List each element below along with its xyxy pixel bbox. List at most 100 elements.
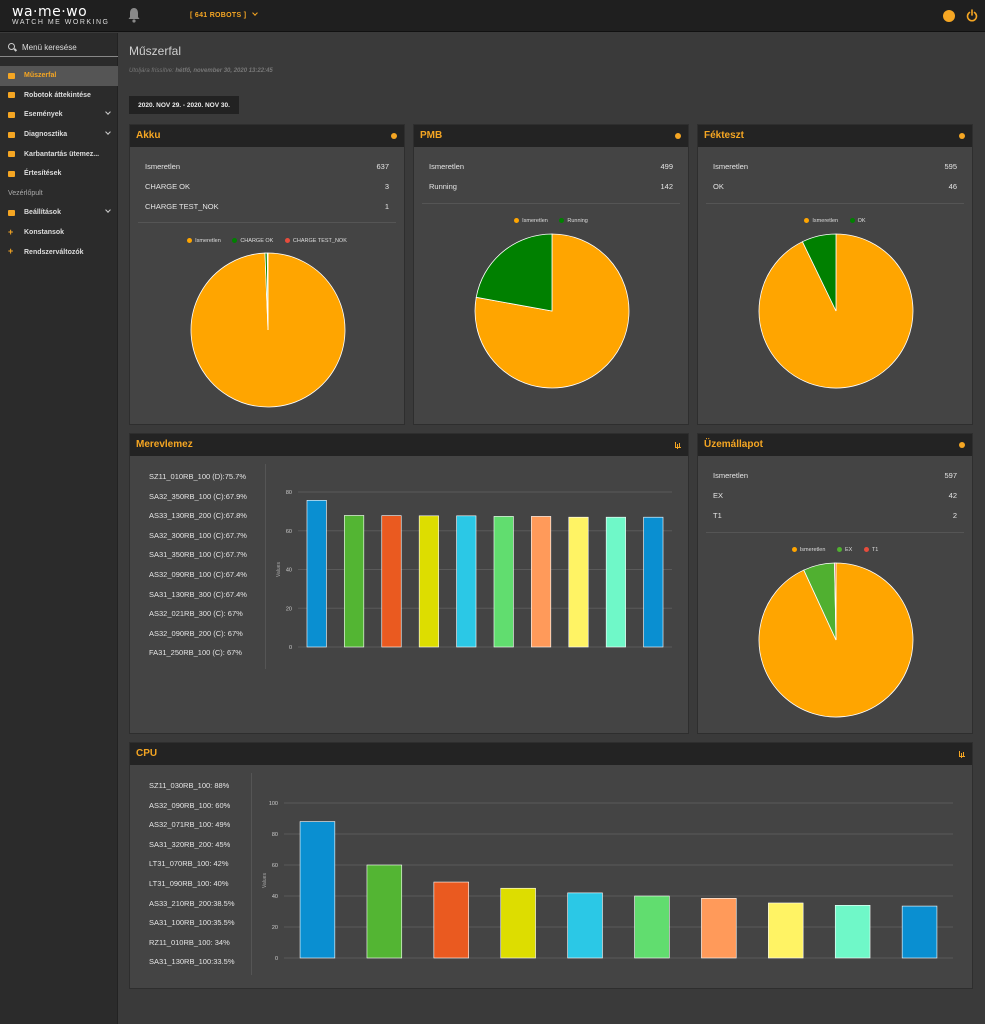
bar-4[interactable] <box>418 515 439 648</box>
stat-row: EX 42 <box>713 491 957 503</box>
legend-item[interactable]: T1 <box>863 547 878 553</box>
bar-3[interactable] <box>433 881 469 959</box>
sidebar-item-muszerfal[interactable]: Műszerfal <box>0 66 118 86</box>
stat-value: 595 <box>944 162 957 171</box>
card-title: PMB <box>420 130 443 141</box>
stat-value: 142 <box>660 182 673 191</box>
menu-item-icon <box>8 209 15 216</box>
bar-7[interactable] <box>701 898 737 959</box>
y-tick-label: 20 <box>286 606 292 612</box>
menu-search-input[interactable] <box>22 40 114 54</box>
last-updated: Utoljára frissítve: hétfő, november 30, … <box>129 68 273 74</box>
sidebar-item-ertesitesek[interactable]: Értesítések <box>0 164 118 184</box>
pie-slice-t1[interactable] <box>834 562 837 641</box>
logo-tagline: WATCH ME WORKING <box>12 19 110 26</box>
robots-dropdown[interactable]: [ 641 ROBOTS ] <box>190 10 258 19</box>
stat-value: 2 <box>952 511 957 520</box>
bar-1[interactable] <box>299 821 336 959</box>
pie-slice-ismeretlen[interactable] <box>474 233 630 389</box>
list-item: AS32_071RB_100: 49% <box>149 820 231 830</box>
sidebar-item-esemenyek[interactable]: Események <box>0 105 118 125</box>
pie-chart-pmb <box>474 233 630 389</box>
bar-2[interactable] <box>344 515 365 648</box>
legend-item[interactable]: Ismeretlen <box>791 547 825 553</box>
list-item: AS32_090RB_200 (C): 67% <box>149 628 243 638</box>
bar-chart-icon[interactable] <box>675 442 681 448</box>
pie-chart-icon[interactable] <box>959 133 965 139</box>
card-uzemallapot: Üzemállapot Ismeretlen 597 EX 42 T1 2 Ismer… <box>697 433 973 734</box>
user-account-icon[interactable] <box>943 10 955 22</box>
pie-chart-icon[interactable] <box>391 133 397 139</box>
pie-chart-fekteszt <box>758 233 914 389</box>
bar-6[interactable] <box>634 895 670 959</box>
legend-item[interactable]: OK <box>849 218 866 224</box>
bar-9[interactable] <box>605 516 626 648</box>
stat-value: 42 <box>948 491 957 500</box>
legend-item[interactable]: CHARGE OK <box>232 238 273 244</box>
legend-label: CHARGE OK <box>240 238 274 244</box>
bar-5[interactable] <box>456 515 477 648</box>
stat-label: Ismeretlen <box>713 471 749 480</box>
bar-4[interactable] <box>500 887 536 959</box>
menu-item-icon <box>8 151 15 158</box>
bell-icon[interactable] <box>127 7 141 23</box>
bar-1[interactable] <box>306 500 327 648</box>
bar-10[interactable] <box>643 516 664 648</box>
legend-item[interactable]: Ismeretlen <box>804 218 838 224</box>
stat-value: 597 <box>944 471 957 480</box>
sidebar-item-label: Karbantartás ütemez... <box>24 150 100 158</box>
sidebar-item-rendszervaltozok[interactable]: + Rendszerváltozók <box>0 242 118 262</box>
chart-legend: Ismeretlen Running <box>414 218 688 224</box>
stat-label: OK <box>713 182 724 191</box>
y-axis-label: Values <box>276 562 282 577</box>
date-range-button[interactable]: 2020. NOV 29. - 2020. NOV 30. <box>129 96 239 114</box>
power-icon[interactable] <box>966 9 978 22</box>
sidebar-item-diagnosztika[interactable]: Diagnosztika <box>0 125 118 145</box>
list-item: SA31_320RB_200: 45% <box>149 839 231 849</box>
disk-usage-list: SZ11_010RB_100 (D):75.7% SA32_350RB_100 … <box>149 472 247 668</box>
list-item: SA31_350RB_100 (C):67.7% <box>149 550 247 560</box>
card-title: CPU <box>136 748 158 759</box>
legend-item[interactable]: Ismeretlen <box>514 218 548 224</box>
legend-label: CHARGE TEST_NOK <box>292 238 347 244</box>
logo[interactable]: wa·me·wo WATCH ME WORKING <box>12 4 112 26</box>
pie-chart-icon[interactable] <box>675 133 681 139</box>
sidebar-item-beallitasok[interactable]: Beállítások <box>0 203 118 223</box>
legend-item[interactable]: EX <box>836 547 852 553</box>
pie-chart-akku <box>190 252 346 408</box>
legend-item[interactable]: Running <box>559 218 588 224</box>
pie-slice-running[interactable] <box>475 233 553 312</box>
stat-label: EX <box>713 491 724 500</box>
y-tick-label: 80 <box>286 490 292 496</box>
bar-8[interactable] <box>768 902 804 959</box>
pie-slice-ok[interactable] <box>801 233 837 312</box>
sidebar-item-robotok-attekintese[interactable]: Robotok áttekintése <box>0 86 118 106</box>
sidebar-item-karbantartas-utemez[interactable]: Karbantartás ütemez... <box>0 144 118 164</box>
pie-slice-charge-test-nok[interactable] <box>266 252 269 331</box>
chevron-down-icon <box>105 109 111 116</box>
list-item: AS33_130RB_200 (C):67.8% <box>149 511 247 521</box>
list-item: SZ11_010RB_100 (D):75.7% <box>149 472 247 481</box>
stat-value: 1 <box>384 202 389 211</box>
divider <box>422 203 680 204</box>
sidebar-item-konstansok[interactable]: + Konstansok <box>0 223 118 243</box>
stat-label: Ismeretlen <box>145 162 181 171</box>
legend-item[interactable]: CHARGE TEST_NOK <box>284 238 347 244</box>
plus-icon: + <box>8 246 14 257</box>
bar-9[interactable] <box>834 905 871 959</box>
legend-item[interactable]: Ismeretlen <box>187 238 221 244</box>
menu-item-icon <box>8 92 15 99</box>
bar-8[interactable] <box>568 516 589 648</box>
bar-7[interactable] <box>531 516 552 648</box>
bar-3[interactable] <box>381 515 402 648</box>
bar-2[interactable] <box>366 864 403 959</box>
pie-chart-icon[interactable] <box>959 442 965 448</box>
bar-6[interactable] <box>493 516 514 648</box>
list-item: LT31_070RB_100: 42% <box>149 859 229 869</box>
bar-5[interactable] <box>567 892 603 959</box>
card-header: PMB <box>414 125 688 147</box>
bar-10[interactable] <box>901 905 938 959</box>
chevron-down-icon <box>251 10 258 16</box>
y-tick-label: 20 <box>272 925 278 931</box>
bar-chart-icon[interactable] <box>959 751 965 757</box>
